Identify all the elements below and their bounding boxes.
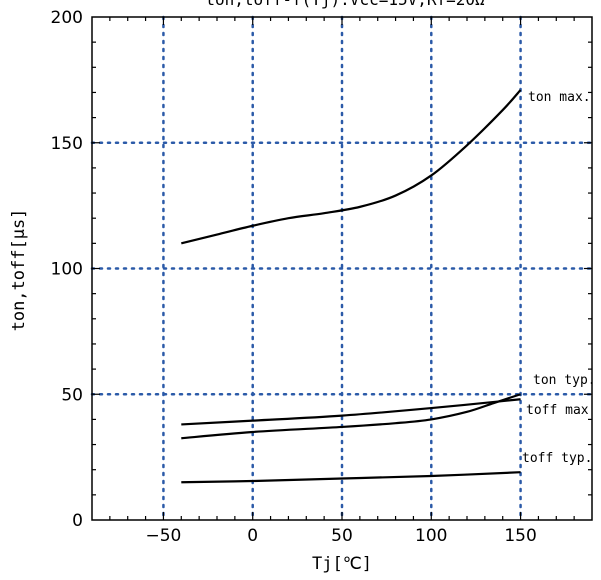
series-label: toff max bbox=[526, 403, 589, 418]
series-line bbox=[181, 398, 521, 426]
x-tick-label: 0 bbox=[247, 526, 258, 546]
series-label: ton max. bbox=[528, 90, 591, 105]
tick-labels: −50 0 50 100 150 0 50 100 150 200 bbox=[51, 8, 537, 546]
y-tick-label: 150 bbox=[51, 134, 83, 154]
x-tick-label: 100 bbox=[415, 526, 447, 546]
series-label: toff typ. bbox=[522, 451, 592, 466]
series-labels: ton max. ton typ. toff max toff typ. bbox=[522, 90, 596, 466]
axis-ticks bbox=[92, 17, 592, 520]
x-tick-label: 150 bbox=[504, 526, 536, 546]
y-tick-label: 50 bbox=[61, 385, 83, 405]
series-line bbox=[181, 471, 521, 484]
x-tick-label: −50 bbox=[145, 526, 181, 546]
x-tick-label: 50 bbox=[331, 526, 353, 546]
series-label: ton typ. bbox=[533, 373, 596, 388]
series-line bbox=[181, 89, 522, 245]
chart-title: ton,toff-f(Tj):Vcc=15V,Rf=20Ω bbox=[205, 0, 485, 9]
y-axis-title: ton,toff[μs] bbox=[9, 209, 29, 332]
x-axis-title: Tj[℃] bbox=[312, 554, 372, 574]
series-line bbox=[181, 393, 521, 440]
series bbox=[181, 89, 522, 484]
y-tick-label: 0 bbox=[72, 511, 83, 531]
y-tick-label: 200 bbox=[51, 8, 83, 28]
y-tick-label: 100 bbox=[51, 260, 83, 280]
grid bbox=[90, 15, 594, 522]
